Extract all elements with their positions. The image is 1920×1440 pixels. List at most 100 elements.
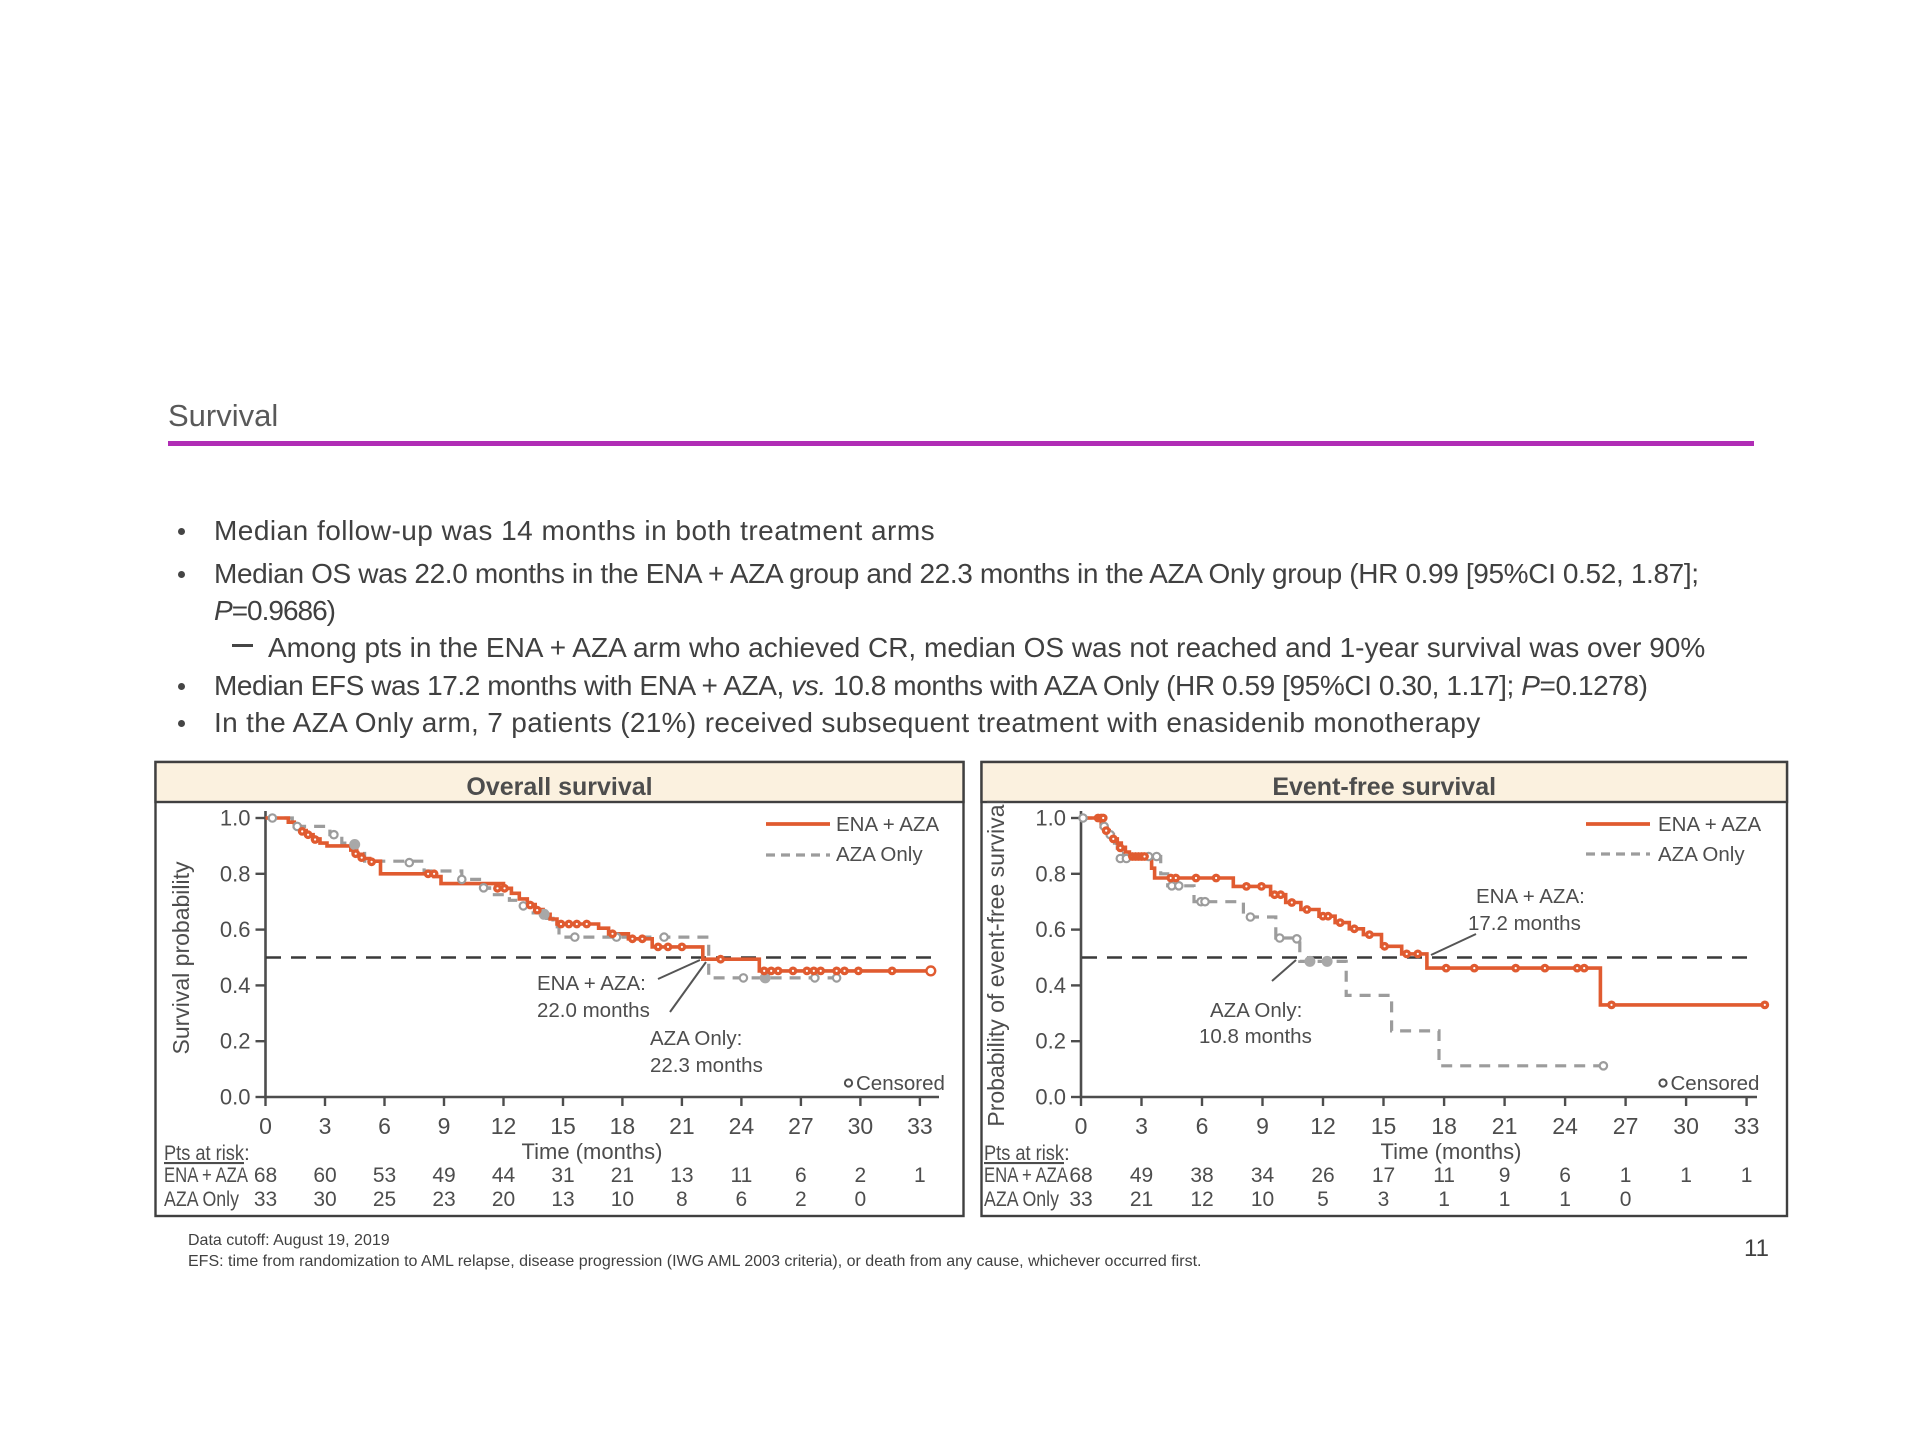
svg-text:9: 9	[438, 1113, 451, 1139]
svg-text:2: 2	[855, 1164, 867, 1187]
svg-text:6: 6	[378, 1113, 391, 1139]
svg-text:AZA Only:: AZA Only:	[650, 1027, 742, 1050]
svg-text:Probability of event-free surv: Probability of event-free survival	[983, 799, 1009, 1126]
svg-text:1.0: 1.0	[220, 806, 251, 831]
svg-text:22.0 months: 22.0 months	[537, 999, 650, 1022]
svg-text:12: 12	[491, 1113, 517, 1139]
svg-text:9: 9	[1256, 1113, 1269, 1139]
svg-text:33: 33	[907, 1113, 933, 1139]
svg-text:Censored: Censored	[1671, 1072, 1760, 1095]
svg-text:0.2: 0.2	[220, 1029, 251, 1054]
svg-text:1: 1	[1680, 1164, 1692, 1187]
svg-text::: :	[244, 1142, 250, 1165]
svg-text:33: 33	[1069, 1188, 1092, 1211]
svg-text:13: 13	[551, 1188, 574, 1211]
svg-text:27: 27	[788, 1113, 814, 1139]
svg-text:6: 6	[736, 1188, 748, 1211]
svg-text:AZA Only: AZA Only	[164, 1188, 239, 1211]
svg-text:Event-free survival: Event-free survival	[1272, 773, 1496, 801]
svg-text:23: 23	[432, 1188, 455, 1211]
svg-text:ENA + AZA: ENA + AZA	[836, 813, 939, 836]
svg-text:24: 24	[729, 1113, 755, 1139]
svg-text:17: 17	[1372, 1164, 1395, 1187]
svg-text:1: 1	[1741, 1164, 1753, 1187]
svg-text:10: 10	[611, 1188, 634, 1211]
svg-text:0: 0	[855, 1188, 867, 1211]
svg-text:44: 44	[492, 1164, 516, 1187]
svg-text:Time (months): Time (months)	[522, 1139, 663, 1164]
svg-text:ENA + AZA:: ENA + AZA:	[537, 972, 646, 995]
svg-text:3: 3	[1135, 1113, 1148, 1139]
svg-text:68: 68	[1069, 1164, 1092, 1187]
svg-text:49: 49	[1130, 1164, 1153, 1187]
svg-text:10: 10	[1251, 1188, 1274, 1211]
svg-text:1.0: 1.0	[1035, 806, 1066, 831]
svg-text:15: 15	[1371, 1113, 1397, 1139]
svg-text:60: 60	[313, 1164, 336, 1187]
svg-text:0.8: 0.8	[1035, 861, 1066, 886]
svg-text:21: 21	[611, 1164, 634, 1187]
svg-text:0.4: 0.4	[1035, 973, 1066, 998]
svg-text:24: 24	[1552, 1113, 1578, 1139]
svg-text:3: 3	[319, 1113, 332, 1139]
svg-text:AZA Only: AZA Only	[836, 843, 923, 866]
svg-text:Pts at risk: Pts at risk	[164, 1142, 244, 1165]
svg-text:17.2 months: 17.2 months	[1468, 912, 1581, 935]
svg-text:0: 0	[1620, 1188, 1632, 1211]
svg-text:AZA Only: AZA Only	[984, 1188, 1059, 1211]
svg-text:0.6: 0.6	[1035, 917, 1066, 942]
svg-text:30: 30	[313, 1188, 336, 1211]
svg-text:6: 6	[795, 1164, 807, 1187]
svg-text:53: 53	[373, 1164, 396, 1187]
svg-text:26: 26	[1311, 1164, 1334, 1187]
svg-text:Censored: Censored	[856, 1072, 945, 1095]
svg-text:1: 1	[914, 1164, 926, 1187]
svg-text:ENA + AZA: ENA + AZA	[984, 1164, 1068, 1187]
svg-text:25: 25	[373, 1188, 396, 1211]
svg-text:33: 33	[1734, 1113, 1760, 1139]
svg-text:8: 8	[676, 1188, 688, 1211]
svg-text:AZA Only:: AZA Only:	[1210, 999, 1302, 1022]
svg-text:0.0: 0.0	[220, 1085, 251, 1110]
svg-text:Survival probability: Survival probability	[168, 861, 194, 1055]
svg-text:20: 20	[492, 1188, 515, 1211]
svg-text:ENA + AZA: ENA + AZA	[164, 1164, 248, 1187]
svg-text:0.2: 0.2	[1035, 1029, 1066, 1054]
svg-text:34: 34	[1251, 1164, 1275, 1187]
svg-text:18: 18	[1431, 1113, 1457, 1139]
svg-text:15: 15	[550, 1113, 576, 1139]
svg-text:1: 1	[1499, 1188, 1511, 1211]
svg-text:Overall survival: Overall survival	[466, 773, 652, 801]
svg-text:13: 13	[670, 1164, 693, 1187]
svg-text:0.6: 0.6	[220, 917, 251, 942]
svg-text:11: 11	[730, 1164, 752, 1187]
svg-text:1: 1	[1438, 1188, 1450, 1211]
svg-text:10.8 months: 10.8 months	[1199, 1025, 1312, 1048]
svg-text:0: 0	[1075, 1113, 1088, 1139]
svg-text:9: 9	[1499, 1164, 1511, 1187]
svg-text:31: 31	[551, 1164, 574, 1187]
svg-text:18: 18	[610, 1113, 636, 1139]
svg-text:Time (months): Time (months)	[1381, 1139, 1522, 1164]
svg-text:21: 21	[1130, 1188, 1153, 1211]
svg-text:5: 5	[1317, 1188, 1329, 1211]
svg-text:12: 12	[1190, 1188, 1213, 1211]
svg-text:2: 2	[795, 1188, 807, 1211]
svg-text:30: 30	[848, 1113, 874, 1139]
svg-text:ENA + AZA: ENA + AZA	[1658, 813, 1761, 836]
svg-text:38: 38	[1190, 1164, 1213, 1187]
svg-text:AZA Only: AZA Only	[1658, 843, 1745, 866]
svg-text:49: 49	[432, 1164, 455, 1187]
svg-text:30: 30	[1673, 1113, 1699, 1139]
svg-text:33: 33	[254, 1188, 277, 1211]
svg-text:0.0: 0.0	[1035, 1085, 1066, 1110]
svg-text:1: 1	[1620, 1164, 1632, 1187]
svg-text:6: 6	[1196, 1113, 1209, 1139]
svg-text:68: 68	[254, 1164, 277, 1187]
svg-text:21: 21	[1492, 1113, 1518, 1139]
svg-text:27: 27	[1613, 1113, 1639, 1139]
svg-text:21: 21	[669, 1113, 695, 1139]
svg-text:22.3 months: 22.3 months	[650, 1054, 763, 1077]
svg-text:1: 1	[1559, 1188, 1571, 1211]
svg-text:0.4: 0.4	[220, 973, 251, 998]
